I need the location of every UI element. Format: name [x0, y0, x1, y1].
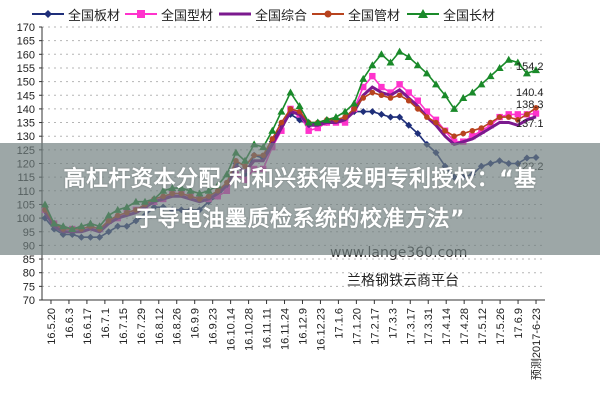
svg-text:16.7.15: 16.7.15: [118, 308, 130, 345]
svg-text:17.3.3: 17.3.3: [387, 308, 399, 339]
x-axis-ticks: 16.5.20 16.6.3 16.6.17 16.7.1 16.7.15 16.7.29…: [46, 300, 543, 380]
line-marker-icon: [219, 12, 251, 16]
svg-text:16.6.17: 16.6.17: [82, 308, 94, 345]
svg-text:145: 145: [17, 90, 35, 102]
legend-item-long: 全国长材: [405, 4, 495, 24]
svg-text:165: 165: [17, 36, 35, 48]
headline-line-1: 高杠杆资本分配 利和兴获得发明专利授权：“基: [63, 167, 537, 192]
legend-label: 全国综合: [255, 8, 308, 24]
legend-label: 全国长材: [443, 8, 496, 24]
end-value-label: 137.1: [516, 118, 544, 130]
svg-text:150: 150: [17, 77, 35, 89]
svg-text:75: 75: [23, 281, 35, 293]
svg-text:17.4.14: 17.4.14: [441, 308, 453, 345]
legend-label: 全国管材: [348, 8, 401, 24]
svg-text:17.5.12: 17.5.12: [477, 308, 489, 345]
svg-text:140: 140: [17, 104, 35, 116]
svg-text:80: 80: [23, 268, 35, 280]
svg-text:16.5.20: 16.5.20: [46, 308, 58, 345]
svg-text:17.1.20: 17.1.20: [351, 308, 363, 345]
legend-label: 全国型材: [161, 8, 214, 24]
legend-label: 全国板材: [68, 8, 121, 24]
svg-text:16.12.23: 16.12.23: [315, 308, 327, 351]
legend-item-plate: 全国板材: [30, 4, 120, 24]
svg-text:预测2017-6-23: 预测2017-6-23: [530, 308, 543, 380]
watermark-name: 兰格钢铁云商平台: [347, 273, 459, 289]
legend-item-section: 全国型材: [123, 4, 213, 24]
svg-text:130: 130: [17, 131, 35, 143]
square-marker-icon: [125, 10, 157, 18]
legend: 全国板材 全国型材 全国综合 全国管材 全国长材: [0, 4, 600, 24]
legend-item-composite: 全国综合: [217, 4, 307, 24]
svg-text:16.10.14: 16.10.14: [226, 308, 238, 351]
end-value-label: 138.3: [516, 99, 544, 111]
diamond-marker-icon: [32, 10, 64, 18]
svg-text:17.6.9: 17.6.9: [513, 308, 525, 339]
svg-text:16.10.28: 16.10.28: [244, 308, 256, 351]
svg-text:170: 170: [17, 22, 35, 34]
svg-text:160: 160: [17, 49, 35, 61]
svg-text:16.7.29: 16.7.29: [136, 308, 148, 345]
svg-text:16.9.23: 16.9.23: [208, 308, 220, 345]
headline-text: 高杠杆资本分配 利和兴获得发明专利授权：“基 于导电油墨质检系统的校准方法”: [0, 160, 600, 240]
svg-text:16.8.12: 16.8.12: [154, 308, 166, 345]
svg-text:85: 85: [23, 254, 35, 266]
svg-text:17.4.28: 17.4.28: [459, 308, 471, 345]
svg-text:17.1.6: 17.1.6: [333, 308, 345, 339]
end-value-label: 154.2: [516, 61, 544, 73]
end-value-label: 140.4: [516, 87, 544, 99]
svg-text:16.6.3: 16.6.3: [64, 308, 76, 339]
svg-text:16.7.1: 16.7.1: [100, 308, 112, 339]
svg-text:17.2.17: 17.2.17: [369, 308, 381, 345]
svg-text:16.11.24: 16.11.24: [280, 308, 292, 350]
svg-text:16.11.11: 16.11.11: [262, 308, 274, 349]
svg-text:17.3.17: 17.3.17: [405, 308, 417, 345]
svg-text:16.8.26: 16.8.26: [172, 308, 184, 345]
svg-text:135: 135: [17, 118, 35, 130]
headline-line-2: 于导电油墨质检系统的校准方法”: [135, 207, 465, 232]
circle-marker-icon: [312, 10, 344, 18]
svg-text:16.9.9: 16.9.9: [190, 308, 202, 339]
svg-text:17.3.31: 17.3.31: [423, 308, 435, 345]
legend-item-pipe: 全国管材: [310, 4, 400, 24]
svg-text:16.12.9: 16.12.9: [297, 308, 309, 345]
svg-text:17.5.26: 17.5.26: [495, 308, 507, 345]
svg-text:70: 70: [23, 295, 35, 307]
svg-text:155: 155: [17, 63, 35, 75]
triangle-marker-icon: [407, 9, 439, 18]
headline-overlay: [0, 143, 600, 255]
